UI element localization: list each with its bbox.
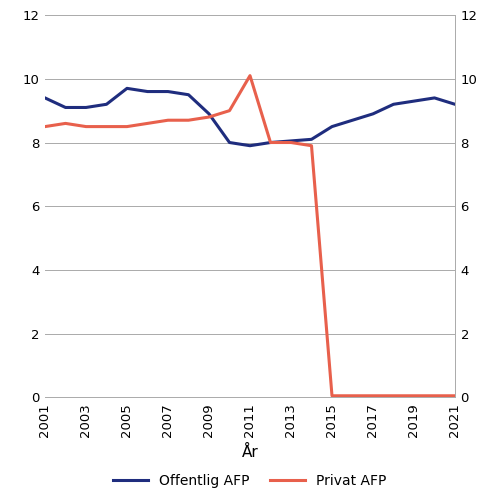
Line: Offentlig AFP: Offentlig AFP [45, 89, 455, 146]
Offentlig AFP [104, 101, 110, 107]
Offentlig AFP [206, 111, 212, 117]
Privat AFP [390, 393, 396, 399]
Offentlig AFP [308, 136, 314, 142]
Privat AFP [165, 117, 171, 123]
Offentlig AFP [288, 138, 294, 144]
Privat AFP [350, 393, 356, 399]
Offentlig AFP [268, 139, 274, 145]
Privat AFP [83, 124, 89, 130]
Privat AFP [432, 393, 438, 399]
Offentlig AFP [350, 117, 356, 123]
Line: Privat AFP: Privat AFP [45, 75, 455, 396]
Offentlig AFP [186, 92, 192, 98]
X-axis label: År: År [242, 445, 258, 460]
Offentlig AFP [370, 111, 376, 117]
Privat AFP [124, 124, 130, 130]
Privat AFP [308, 143, 314, 149]
Privat AFP [411, 393, 417, 399]
Offentlig AFP [83, 105, 89, 111]
Privat AFP [42, 124, 48, 130]
Privat AFP [247, 72, 253, 78]
Offentlig AFP [144, 89, 150, 95]
Privat AFP [206, 114, 212, 120]
Offentlig AFP [390, 101, 396, 107]
Offentlig AFP [452, 101, 458, 107]
Privat AFP [62, 120, 68, 126]
Offentlig AFP [411, 98, 417, 104]
Offentlig AFP [42, 95, 48, 101]
Offentlig AFP [124, 86, 130, 92]
Offentlig AFP [226, 139, 232, 145]
Privat AFP [104, 124, 110, 130]
Offentlig AFP [62, 105, 68, 111]
Legend: Offentlig AFP, Privat AFP: Offentlig AFP, Privat AFP [108, 468, 392, 493]
Privat AFP [452, 393, 458, 399]
Privat AFP [268, 139, 274, 145]
Privat AFP [144, 120, 150, 126]
Offentlig AFP [247, 143, 253, 149]
Offentlig AFP [432, 95, 438, 101]
Offentlig AFP [329, 124, 335, 130]
Privat AFP [329, 393, 335, 399]
Privat AFP [186, 117, 192, 123]
Privat AFP [288, 139, 294, 145]
Offentlig AFP [165, 89, 171, 95]
Privat AFP [370, 393, 376, 399]
Privat AFP [226, 108, 232, 114]
